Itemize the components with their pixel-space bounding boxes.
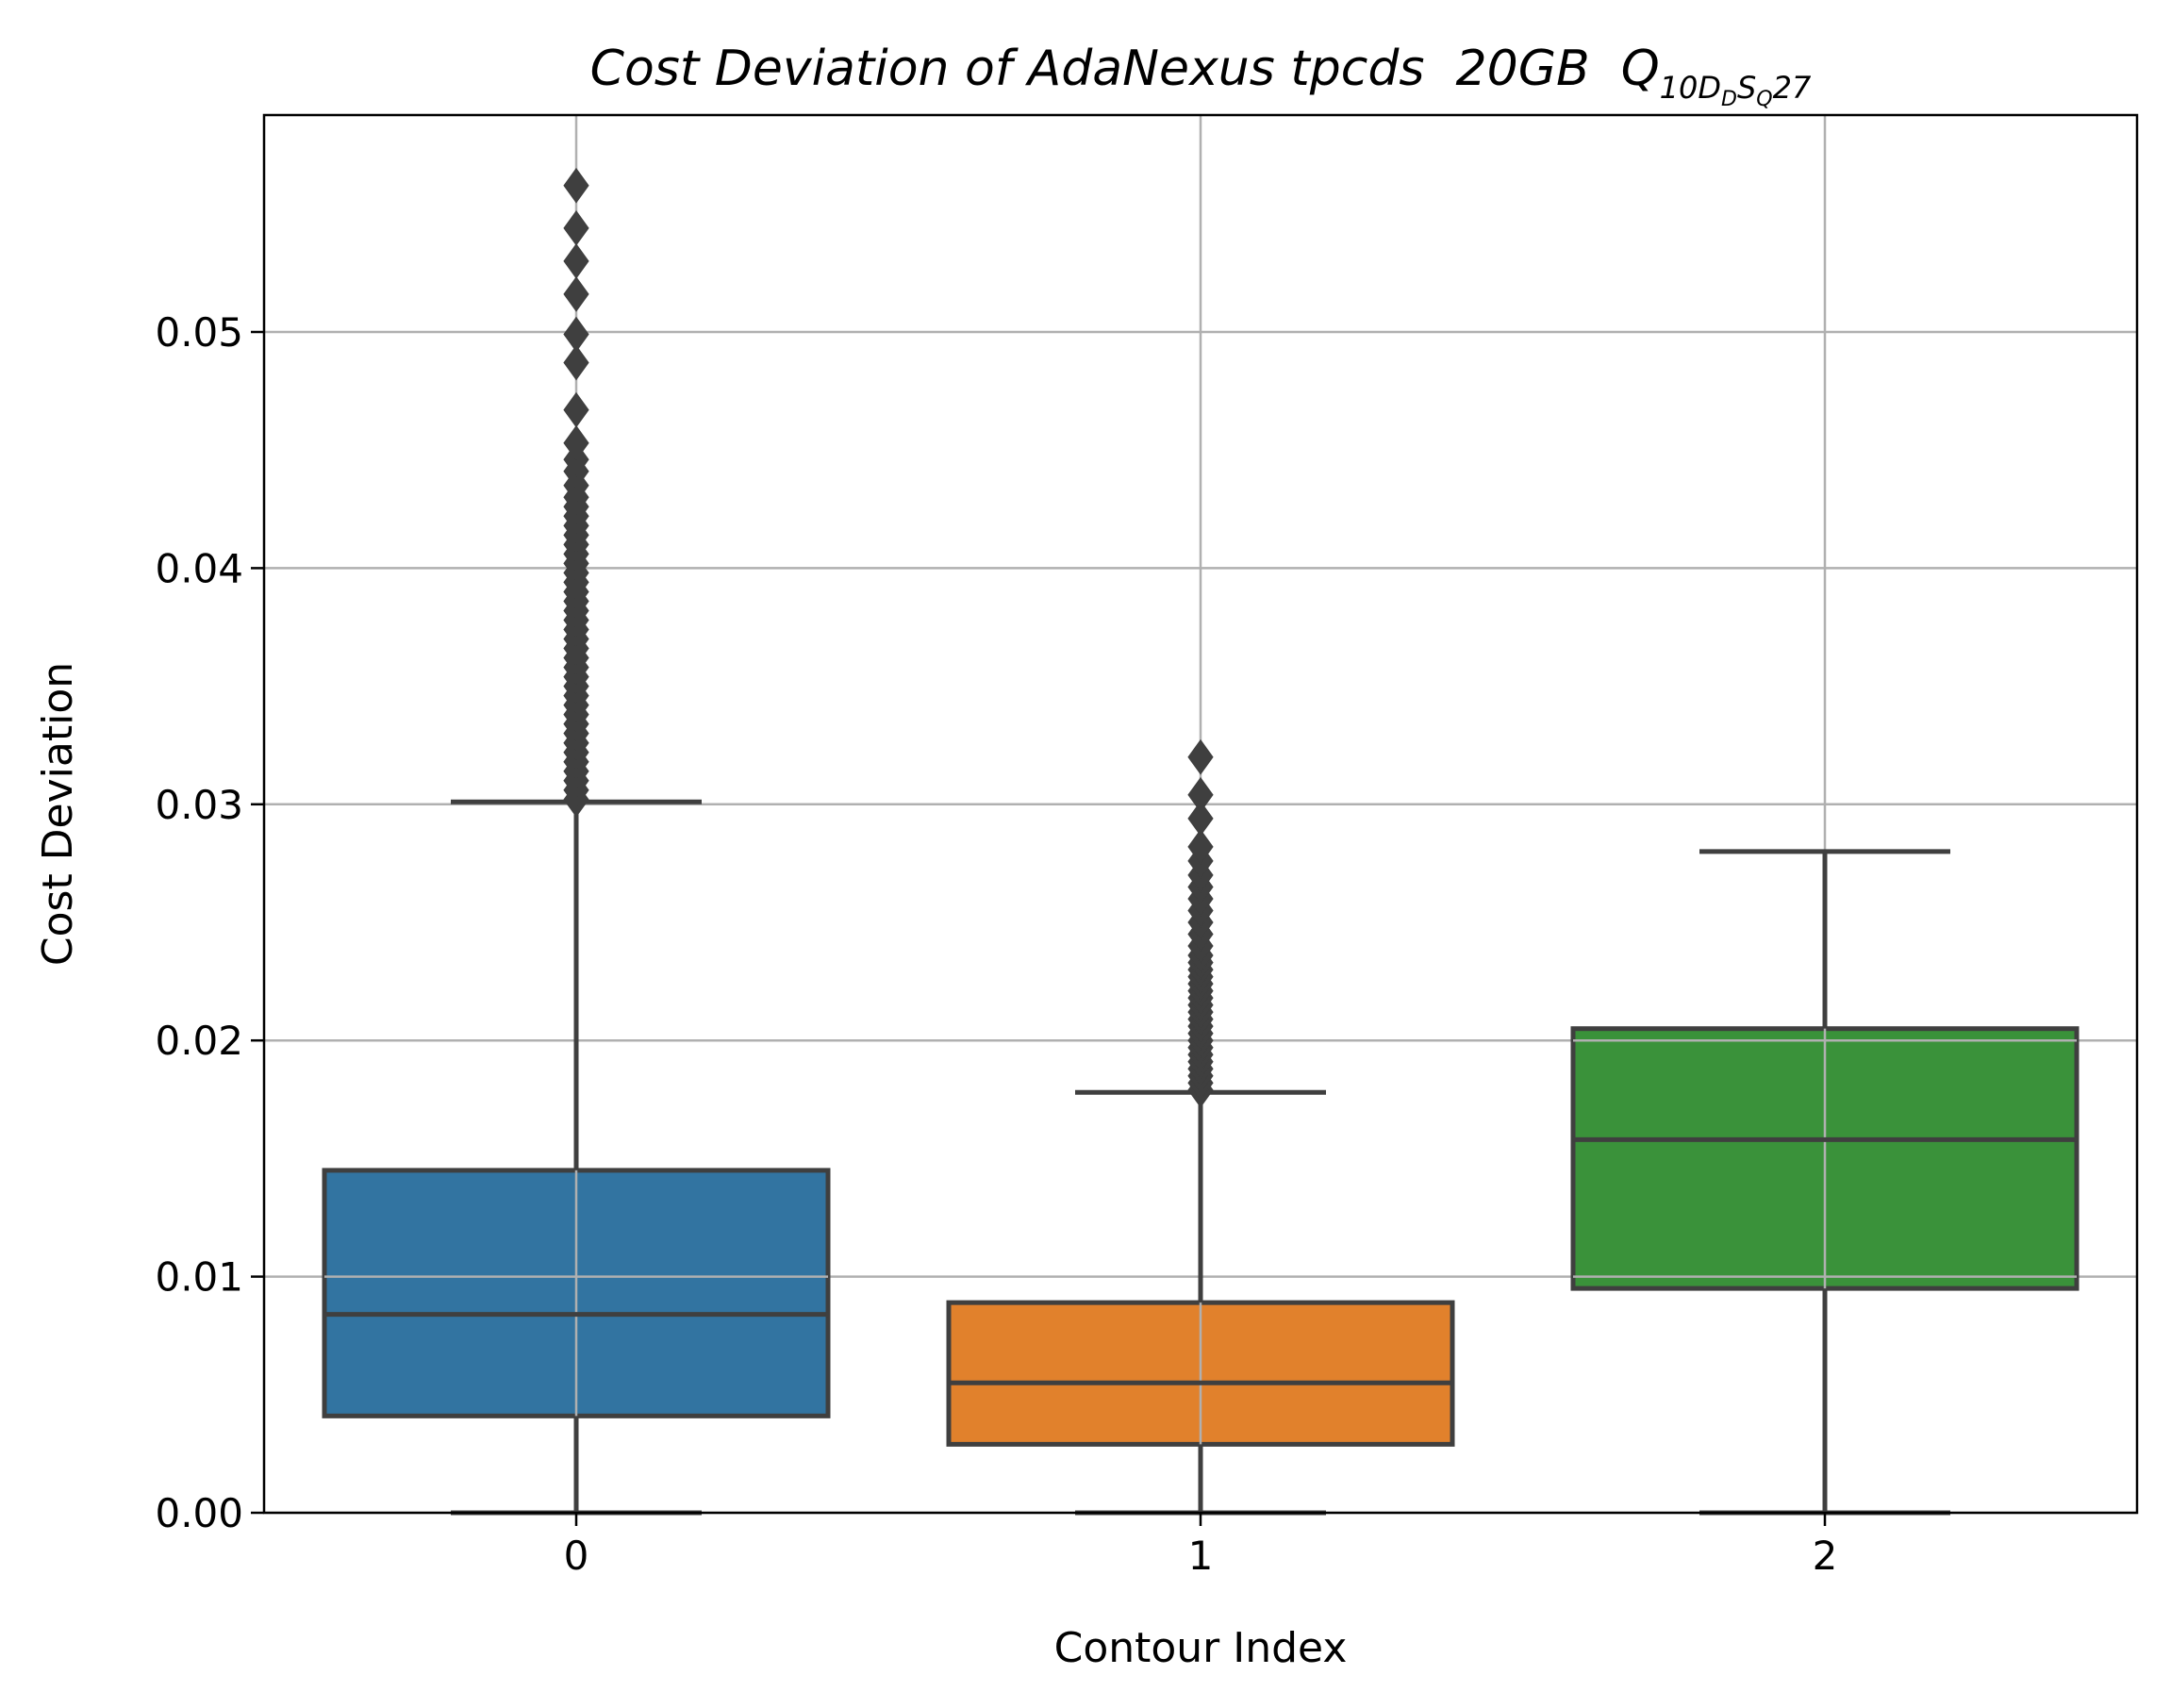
x-tick-label: 1 — [1188, 1533, 1214, 1579]
y-tick-label: 0.03 — [155, 782, 243, 828]
outlier-point — [1187, 776, 1214, 813]
outlier-point — [563, 316, 589, 353]
y-tick-label: 0.05 — [155, 309, 243, 356]
y-tick-label: 0.01 — [155, 1254, 243, 1301]
chart-title: Cost Deviation of AdaNexus tpcds 20GB Q1… — [590, 41, 1812, 111]
outlier-point — [563, 424, 589, 461]
outlier-point — [1187, 829, 1214, 865]
y-axis-label: Cost Deviation — [34, 662, 82, 966]
outlier-point — [1187, 738, 1214, 775]
outlier-point — [563, 344, 589, 381]
y-tick-label: 0.04 — [155, 545, 243, 591]
outlier-point — [563, 243, 589, 279]
outlier-point — [563, 391, 589, 428]
y-tick-label: 0.00 — [155, 1490, 243, 1536]
outlier-point — [563, 209, 589, 246]
outlier-point — [1187, 800, 1214, 837]
outlier-point — [563, 276, 589, 312]
outlier-point — [563, 167, 589, 204]
x-tick-label: 0 — [564, 1533, 589, 1579]
axis-ticks: 0.00 0.01 0.02 0.03 0.04 0.05 0 1 2 — [155, 309, 1837, 1579]
x-tick-label: 2 — [1813, 1533, 1838, 1579]
x-axis-label: Contour Index — [1054, 1624, 1348, 1672]
y-tick-label: 0.02 — [155, 1018, 243, 1064]
box-group-2 — [1570, 849, 2080, 1516]
